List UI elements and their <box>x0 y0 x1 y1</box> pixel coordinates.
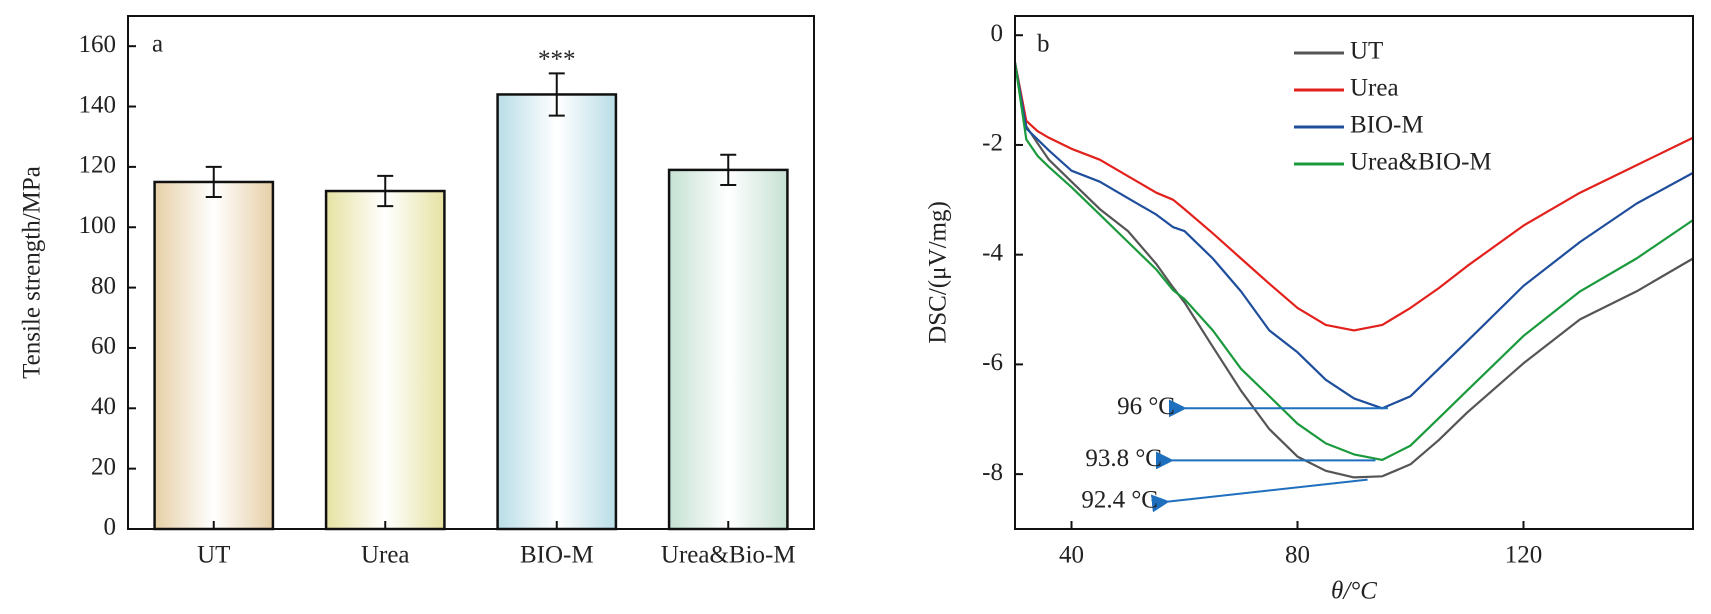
plot-frame <box>1014 15 1694 530</box>
x-tick-label: UT <box>197 542 230 569</box>
x-axis-label: θ/°C <box>1331 578 1377 605</box>
bar <box>324 189 446 531</box>
bar <box>496 93 618 531</box>
series-line <box>1013 62 1694 410</box>
x-tick-label: 40 <box>1059 542 1084 569</box>
y-tick-label: -8 <box>982 459 1003 486</box>
bar <box>667 168 789 531</box>
y-tick-label: 80 <box>91 272 116 299</box>
y-tick-label: 60 <box>91 333 116 360</box>
panel-label: a <box>152 31 163 58</box>
y-axis-label: Tensile strength/MPa <box>19 166 46 379</box>
series-line <box>1013 62 1694 332</box>
bar <box>153 180 275 531</box>
x-tick-label: 120 <box>1505 542 1543 569</box>
annotation-label: 96 °C <box>1117 393 1175 420</box>
x-tick-label: BIO-M <box>520 542 594 569</box>
y-tick-label: 120 <box>79 152 117 179</box>
y-tick-label: 0 <box>991 20 1004 47</box>
legend-label: BIO-M <box>1350 112 1424 139</box>
y-tick-label: 160 <box>79 31 117 58</box>
annotation-label: 93.8 °C <box>1085 445 1162 472</box>
annotation-label: 92.4 °C <box>1081 486 1158 513</box>
legend-label: Urea&BIO-M <box>1350 149 1492 176</box>
y-tick-label: 140 <box>79 91 117 118</box>
y-tick-label: 20 <box>91 453 116 480</box>
plot-frame <box>127 15 815 530</box>
legend-label: Urea <box>1350 75 1399 102</box>
panel-label: b <box>1037 31 1050 58</box>
y-tick-label: 40 <box>91 393 116 420</box>
y-tick-label: -2 <box>982 130 1003 157</box>
y-tick-label: 0 <box>104 514 117 541</box>
y-tick-label: 100 <box>79 212 117 239</box>
annotation-arrow <box>1150 478 1368 513</box>
series-line <box>1013 62 1694 461</box>
series-line <box>1013 62 1694 479</box>
x-tick-label: Urea&Bio-M <box>661 542 796 569</box>
y-tick-label: -4 <box>982 239 1003 266</box>
y-tick-label: -6 <box>982 349 1003 376</box>
legend-label: UT <box>1350 38 1383 65</box>
significance-label: *** <box>538 46 576 73</box>
y-axis-label: DSC/(μV/mg) <box>925 201 952 344</box>
x-tick-label: Urea <box>361 542 410 569</box>
x-tick-label: 80 <box>1285 542 1310 569</box>
